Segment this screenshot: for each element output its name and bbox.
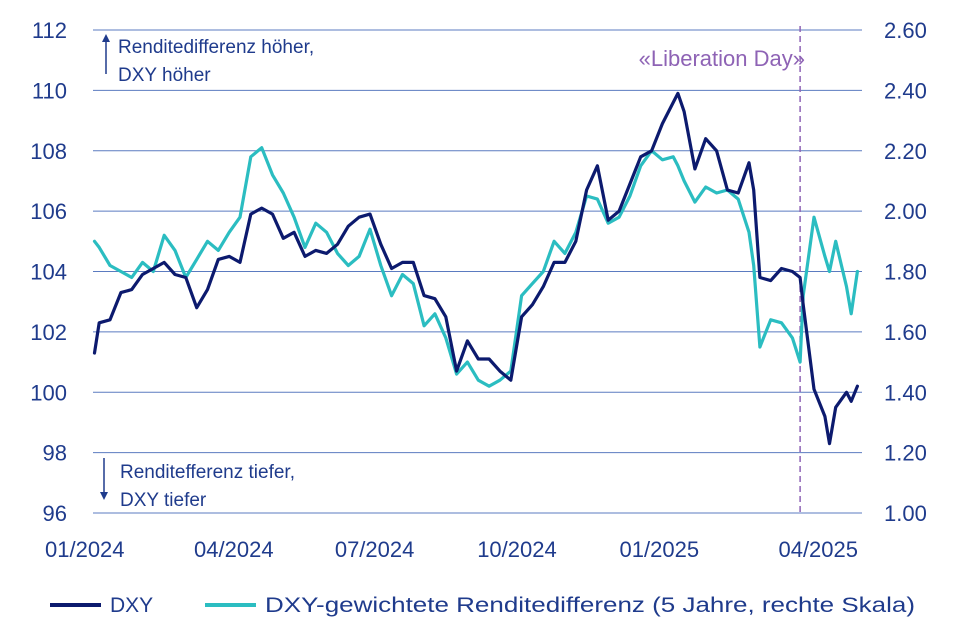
legend-label-dxy: DXY <box>110 594 153 617</box>
right-tick-label: 1.40 <box>884 380 927 405</box>
x-axis-ticks: 01/2024 04/2024 07/2024 10/2024 01/2025 04/20… <box>45 537 858 562</box>
right-tick-label: 1.80 <box>884 260 927 285</box>
gridlines <box>93 29 862 514</box>
down-annotation-line-1: Renditefferenz tiefer, <box>120 462 295 483</box>
legend-label-yield-spread: DXY-gewichtete Renditedifferenz (5 Jahre… <box>265 594 915 617</box>
down-arrow-icon <box>100 492 108 500</box>
x-tick-label: 04/2025 <box>778 537 858 562</box>
x-tick-label: 01/2024 <box>45 537 125 562</box>
left-tick-label: 112 <box>32 18 67 43</box>
left-tick-label: 104 <box>30 260 67 285</box>
up-annotation-line-2: DXY höher <box>118 65 211 86</box>
up-annotation-line-1: Renditedifferenz höher, <box>118 37 314 58</box>
series-line-yield-spread <box>92 146 859 388</box>
right-tick-label: 2.60 <box>884 18 927 43</box>
up-arrow-icon <box>102 34 110 42</box>
left-tick-label: 102 <box>30 320 67 345</box>
right-tick-label: 2.40 <box>884 78 927 103</box>
left-tick-label: 96 <box>43 501 67 526</box>
left-tick-label: 98 <box>43 441 67 466</box>
left-tick-label: 106 <box>30 199 67 224</box>
right-tick-label: 1.00 <box>884 501 927 526</box>
up-annotation: Renditedifferenz höher, DXY höher <box>102 34 314 86</box>
down-annotation: Renditefferenz tiefer, DXY tiefer <box>100 458 295 511</box>
right-tick-label: 2.20 <box>884 139 927 164</box>
x-tick-label: 01/2025 <box>620 537 700 562</box>
legend: DXY DXY-gewichtete Renditedifferenz (5 J… <box>50 594 915 617</box>
down-annotation-line-2: DXY tiefer <box>120 490 207 511</box>
left-tick-label: 108 <box>30 139 67 164</box>
series-line-dxy <box>92 91 859 446</box>
x-tick-label: 04/2024 <box>194 537 274 562</box>
right-tick-label: 1.60 <box>884 320 927 345</box>
x-tick-label: 07/2024 <box>335 537 415 562</box>
x-tick-label: 10/2024 <box>477 537 557 562</box>
right-axis-ticks: 1.00 1.20 1.40 1.60 1.80 2.00 2.20 2.40 2.60 <box>884 18 927 526</box>
left-tick-label: 100 <box>30 380 67 405</box>
series-lines <box>92 91 859 446</box>
left-axis-ticks: 96 98 100 102 104 106 108 110 112 <box>30 18 67 526</box>
right-tick-label: 2.00 <box>884 199 927 224</box>
right-tick-label: 1.20 <box>884 441 927 466</box>
liberation-day-label: «Liberation Day» <box>639 46 805 71</box>
left-tick-label: 110 <box>32 78 67 103</box>
